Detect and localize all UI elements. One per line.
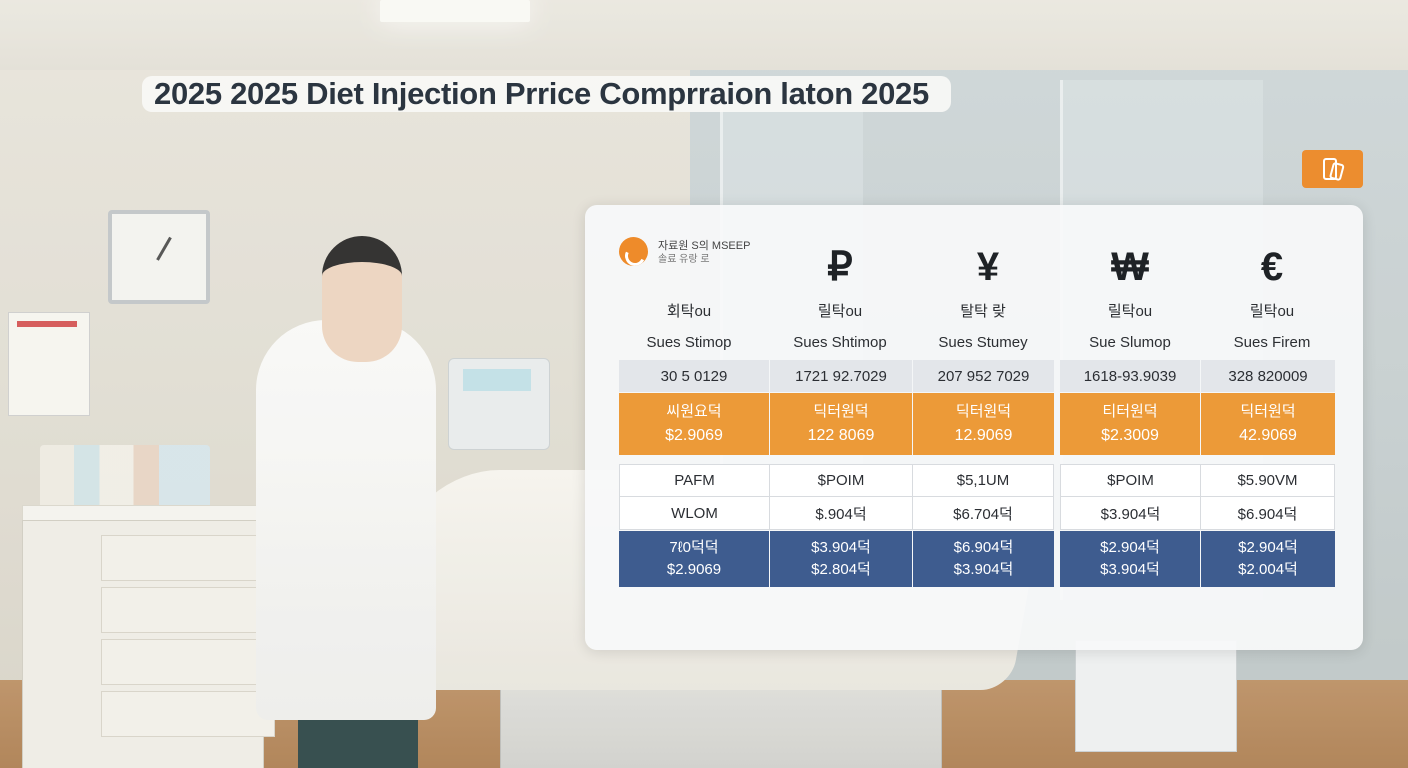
- table-cell: WLOM: [619, 496, 770, 530]
- ceiling-light: [380, 0, 530, 22]
- table-cell: $POIM: [1060, 464, 1201, 497]
- table-row: PAFM $POIM $5,1UM $POIM $5.90VM: [619, 464, 1335, 497]
- drawer: [101, 587, 275, 633]
- table-cell: 1721 92.7029: [770, 360, 912, 392]
- table-cell: $2.904덕 $3.904덕: [1060, 531, 1200, 587]
- table-row-highlight: 씨원요덕 $2.9069 딕터원덕 122 8069 딕터원덕 12.9069 …: [619, 393, 1335, 455]
- table-cell: PAFM: [619, 464, 770, 497]
- nurse-coat: [256, 320, 436, 720]
- table-cell: $2.904덕 $2.004덕: [1201, 531, 1335, 587]
- table-row-summary: 7ℓ0덕덕 $2.9069 $3.904덕 $2.804덕 $6.904덕 $3…: [619, 531, 1335, 587]
- nurse-head: [322, 236, 402, 362]
- wall-poster: [8, 312, 90, 416]
- table-cell: $5.90VM: [1200, 464, 1335, 497]
- medical-monitor: [448, 358, 550, 450]
- medical-supplies: [40, 445, 210, 507]
- drawer: [101, 691, 275, 737]
- column-label: 릴탁ou: [817, 303, 863, 320]
- column-sublabel: Sues Stimop: [646, 334, 732, 351]
- column-sublabel: Sues Firem: [1233, 334, 1311, 351]
- currency-euro: €: [1260, 245, 1284, 289]
- table-cell: $6.904덕: [1200, 496, 1335, 530]
- table-cell: $.904덕: [769, 496, 913, 530]
- currency-yen: ¥: [976, 245, 1000, 289]
- currency-ruble: ₽: [827, 245, 853, 289]
- table-cell: 7ℓ0덕덕 $2.9069: [619, 531, 769, 587]
- table-cell: 207 952 7029: [913, 360, 1054, 392]
- column-label: 회탁ou: [666, 303, 712, 320]
- table-cell: 328 820009: [1201, 360, 1335, 392]
- column-sublabel: Sue Slumop: [1089, 334, 1171, 351]
- table-cell: 딕터원덕 122 8069: [770, 393, 912, 455]
- column-sublabel: Sues Shtimop: [793, 334, 887, 351]
- column-label: 릴탁ou: [1107, 303, 1153, 320]
- table-cell: 씨원요덕 $2.9069: [619, 393, 769, 455]
- column-label: 릴탁ou: [1249, 303, 1295, 320]
- storage-cart: [1075, 640, 1237, 752]
- table-row-codes: 30 5 0129 1721 92.7029 207 952 7029 1618…: [619, 360, 1335, 392]
- table-cell: 티터원덕 $2.3009: [1060, 393, 1200, 455]
- wall-clock: [108, 210, 210, 304]
- brand-block: 자료원 S의 MSEEP 솔료 유랑 로: [619, 237, 750, 266]
- drawer: [101, 639, 275, 685]
- table-cell: 1618-93.9039: [1060, 360, 1200, 392]
- table-cell: $3.904덕 $2.804덕: [770, 531, 912, 587]
- table-cell: 딕터원덕 42.9069: [1201, 393, 1335, 455]
- page-title: 2025 2025 Diet Injection Prrice Comprrai…: [142, 76, 951, 112]
- ceiling: [0, 0, 1408, 70]
- price-comparison-card: 자료원 S의 MSEEP 솔료 유랑 로 ₽ ¥ ₩ € 회탁ou 릴탁ou 탈…: [585, 205, 1363, 650]
- phone-tablet-icon: [1322, 158, 1344, 181]
- table-cell: 딕터원덕 12.9069: [913, 393, 1054, 455]
- table-cell: $6.704덕: [912, 496, 1054, 530]
- corner-action-button[interactable]: [1302, 150, 1363, 188]
- brand-subtitle: 솔료 유랑 로: [658, 254, 710, 265]
- currency-won: ₩: [1111, 245, 1149, 289]
- drawer: [101, 535, 275, 581]
- table-cell: $5,1UM: [912, 464, 1054, 497]
- table-cell: $6.904덕 $3.904덕: [913, 531, 1054, 587]
- table-row: WLOM $.904덕 $6.704덕 $3.904덕 $6.904덕: [619, 496, 1335, 530]
- orange-swirl-logo-icon: [619, 237, 648, 266]
- table-cell: 30 5 0129: [619, 360, 769, 392]
- brand-name: 자료원 S의 MSEEP: [658, 240, 751, 252]
- column-label: 탈탁 랒: [960, 303, 1006, 320]
- column-sublabel: Sues Stumey: [938, 334, 1028, 351]
- table-cell: $3.904덕: [1060, 496, 1201, 530]
- table-cell: $POIM: [769, 464, 913, 497]
